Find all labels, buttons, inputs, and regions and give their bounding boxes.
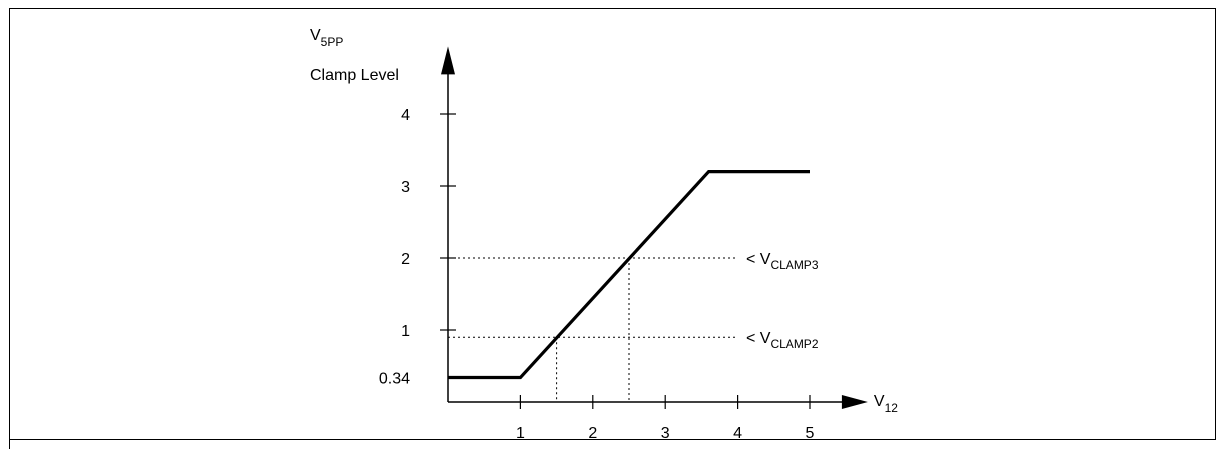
y-axis-arrow — [441, 46, 455, 75]
x-tick-label: 2 — [588, 425, 597, 442]
x-axis-label: V12 — [874, 393, 898, 415]
x-tick-label: 1 — [516, 425, 525, 442]
frame-bottom-border — [10, 439, 1216, 440]
x-axis-arrow — [841, 395, 868, 409]
clamp-annotation: < VCLAMP3 — [746, 251, 819, 272]
x-tick-label: 5 — [806, 425, 815, 442]
y-axis-label-line2: Clamp Level — [310, 67, 399, 84]
y-tick-label: 4 — [401, 107, 410, 124]
y-tick-label: 2 — [401, 251, 410, 268]
clamp-guide-lines — [448, 257, 736, 402]
frame-top-border — [9, 8, 1216, 9]
clamp-annotation: < VCLAMP2 — [746, 330, 819, 351]
chart-labels: 1 2 3 4 5 0.34 1 2 3 4 V5PP Clamp Level V12 < VCLAMP3… — [310, 27, 898, 442]
clamp-level-line — [448, 170, 810, 380]
y-tick-label: 0.34 — [379, 371, 410, 388]
x-tick-label: 3 — [661, 425, 670, 442]
frame-left-border — [9, 8, 10, 449]
chart-series — [448, 170, 810, 380]
y-tick-label: 3 — [401, 179, 410, 196]
chart-axes — [440, 46, 868, 409]
y-tick-label: 1 — [401, 323, 410, 340]
y-axis-label: V5PP — [310, 27, 343, 49]
frame-right-border — [1215, 8, 1216, 440]
x-tick-label: 4 — [733, 425, 742, 442]
